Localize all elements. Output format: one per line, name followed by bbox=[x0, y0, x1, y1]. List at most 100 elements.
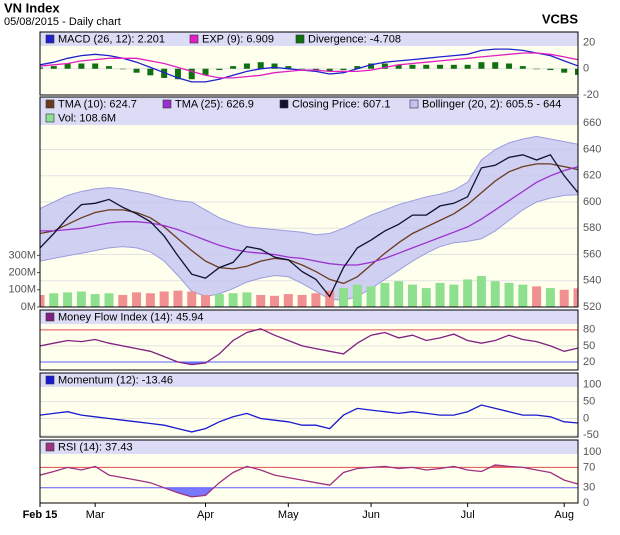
legend-swatch bbox=[45, 442, 55, 452]
volume-bar bbox=[394, 281, 404, 307]
divergence-bar bbox=[133, 68, 140, 73]
y-tick-label: 100 bbox=[583, 379, 601, 391]
divergence-bar bbox=[423, 64, 430, 69]
legend-band bbox=[40, 310, 578, 324]
y-tick-label: 20 bbox=[583, 36, 595, 48]
volume-bar bbox=[256, 294, 266, 307]
divergence-bar bbox=[202, 68, 209, 76]
divergence-bar bbox=[395, 64, 402, 69]
legend-label: Vol: 108.6M bbox=[58, 112, 116, 124]
volume-bar bbox=[573, 288, 578, 307]
y2-tick-label: 300M bbox=[8, 249, 36, 261]
panel-border bbox=[39, 96, 579, 308]
volume-bar bbox=[490, 281, 500, 307]
y-tick-label: 70 bbox=[583, 461, 595, 473]
y-tick-label: 560 bbox=[583, 248, 601, 260]
x-tick-label: Jul bbox=[461, 509, 475, 521]
plot-layer bbox=[40, 328, 578, 366]
volume-bar bbox=[228, 293, 238, 307]
divergence-bar bbox=[478, 62, 485, 69]
volume-bar bbox=[311, 293, 321, 307]
volume-bar bbox=[63, 292, 73, 307]
y2-tick-label: 0M bbox=[21, 301, 36, 313]
legend-label: Money Flow Index (14): 45.94 bbox=[58, 311, 204, 323]
y-tick-label: 620 bbox=[583, 170, 601, 182]
legend-label: MACD (26, 12): 2.201 bbox=[58, 33, 165, 45]
divergence-bar bbox=[561, 68, 568, 73]
volume-bar bbox=[145, 293, 155, 307]
x-tick-label: Apr bbox=[197, 509, 214, 521]
y-tick-label: 100 bbox=[583, 446, 601, 458]
line bbox=[40, 52, 578, 79]
volume-bar bbox=[132, 292, 142, 307]
legend-band bbox=[40, 97, 578, 125]
line bbox=[40, 328, 578, 366]
legend-swatch bbox=[162, 99, 172, 109]
divergence-bar bbox=[340, 68, 347, 71]
y-tick-label: 600 bbox=[583, 196, 601, 208]
y2-tick-label: 200M bbox=[8, 266, 36, 278]
x-tick-label: Aug bbox=[554, 509, 574, 521]
legend-label: EXP (9): 6.909 bbox=[202, 33, 274, 45]
divergence-bar bbox=[506, 63, 513, 69]
legend-label: TMA (25): 626.9 bbox=[175, 98, 254, 110]
divergence-bar bbox=[409, 64, 416, 69]
y-tick-label: 0 bbox=[583, 63, 589, 75]
y-tick-label: 50 bbox=[583, 396, 595, 408]
divergence-bar bbox=[78, 63, 85, 69]
legend-label: Divergence: -4.708 bbox=[308, 33, 401, 45]
legend-label: Closing Price: 607.1 bbox=[292, 98, 390, 110]
divergence-bar bbox=[92, 63, 99, 69]
legend-swatch bbox=[409, 99, 419, 109]
y-tick-label: 520 bbox=[583, 301, 601, 313]
volume-bar bbox=[545, 288, 555, 307]
volume-bar bbox=[90, 294, 100, 307]
legend-swatch bbox=[45, 34, 55, 44]
line bbox=[40, 404, 578, 433]
divergence-bar bbox=[188, 68, 195, 80]
y-tick-label: -20 bbox=[583, 89, 599, 101]
divergence-bar bbox=[533, 68, 540, 70]
y-tick-label: 540 bbox=[583, 275, 601, 287]
line bbox=[40, 166, 578, 266]
line bbox=[40, 154, 578, 298]
y-tick-label: 580 bbox=[583, 222, 601, 234]
divergence-bar bbox=[216, 68, 223, 71]
divergence-bar bbox=[271, 63, 278, 69]
divergence-bar bbox=[299, 68, 306, 70]
legend-swatch bbox=[295, 34, 305, 44]
subtitle: 05/08/2015 - Daily chart bbox=[4, 16, 121, 28]
divergence-bar bbox=[575, 68, 578, 75]
bollinger-upper bbox=[40, 135, 578, 236]
legend-label: TMA (10): 624.7 bbox=[58, 98, 137, 110]
bollinger-lower bbox=[40, 194, 578, 301]
volume-bar bbox=[559, 289, 569, 307]
divergence-bar bbox=[147, 68, 154, 76]
legend-label: RSI (14): 37.43 bbox=[58, 441, 133, 453]
x-tick-label: Jun bbox=[362, 509, 380, 521]
divergence-bar bbox=[519, 66, 526, 69]
divergence-bar bbox=[437, 64, 444, 69]
legend-swatch bbox=[45, 99, 55, 109]
divergence-bar bbox=[368, 63, 375, 69]
divergence-bar bbox=[64, 63, 71, 69]
divergence-bar bbox=[326, 68, 333, 72]
divergence-bar bbox=[492, 62, 499, 69]
legend-label: Bollinger (20, 2): 605.5 - 644 bbox=[422, 98, 561, 110]
volume-bar bbox=[421, 288, 431, 307]
y2-tick-label: 100M bbox=[8, 284, 36, 296]
volume-bar bbox=[352, 284, 362, 307]
legend-band bbox=[40, 32, 578, 46]
y-tick-label: -50 bbox=[583, 429, 599, 441]
volume-bar bbox=[504, 282, 514, 307]
x-tick-label: May bbox=[278, 509, 299, 521]
volume-bar bbox=[104, 293, 114, 307]
y-tick-label: 0 bbox=[583, 412, 589, 424]
y-tick-label: 20 bbox=[583, 356, 595, 368]
divergence-bar bbox=[285, 66, 292, 69]
plot-layer bbox=[40, 122, 578, 307]
volume-bar bbox=[173, 290, 183, 307]
divergence-bar bbox=[119, 68, 126, 70]
volume-bar bbox=[76, 291, 86, 307]
panel-border bbox=[39, 372, 579, 438]
